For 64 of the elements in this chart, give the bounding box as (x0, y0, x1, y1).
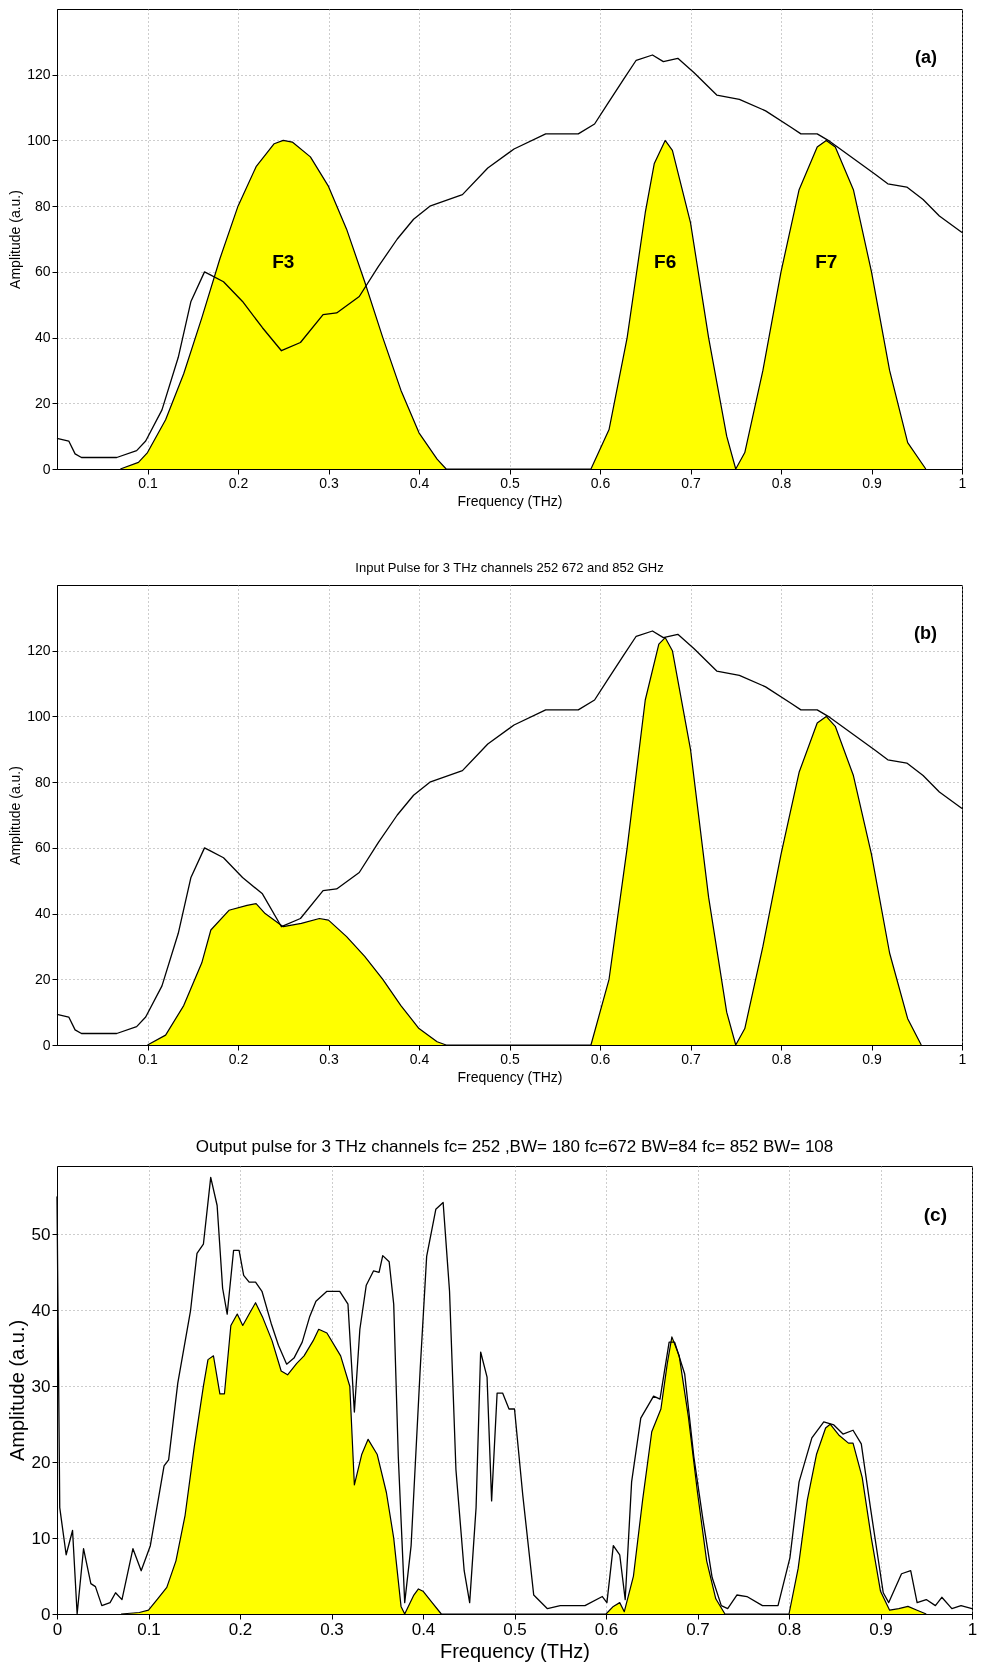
x-tick-label: 0.8 (771, 1050, 792, 1067)
x-tick-label: 0.5 (503, 1619, 527, 1639)
annotation: F6 (654, 251, 677, 272)
x-tick-label: 0.7 (681, 1050, 701, 1067)
y-tick-label: 20 (34, 970, 51, 987)
x-tick-label: 0.1 (138, 1050, 158, 1067)
x-tick-label: 0.3 (319, 474, 339, 491)
x-tick-label: 0.9 (862, 1050, 882, 1067)
x-tick-label: 0.4 (411, 1619, 436, 1639)
x-tick-label: 0.7 (681, 474, 701, 491)
x-tick-label: 1 (958, 1050, 967, 1067)
y-tick-label: 40 (34, 329, 51, 346)
y-tick-label: 20 (31, 1452, 51, 1472)
y-tick-label: 40 (31, 1300, 51, 1320)
x-tick-label: 0.1 (137, 1619, 161, 1639)
x-tick-label: 1 (967, 1619, 978, 1639)
x-tick-label: 0.4 (409, 1050, 430, 1067)
x-tick-label: 0.7 (686, 1619, 710, 1639)
x-tick-label: 0.4 (409, 474, 430, 491)
y-axis-title: Amplitude (a.u.) (7, 190, 24, 289)
x-tick-label: 0.9 (862, 474, 882, 491)
chart-title: Output pulse for 3 THz channels fc= 252 ,BW= 180 fc=672 BW=84 fc= 852 BW= 108 (195, 1137, 834, 1156)
annotation: F7 (815, 251, 838, 272)
x-tick-label: 0.1 (138, 474, 158, 491)
x-axis-title: Frequency (THz) (457, 492, 563, 509)
y-tick-label: 50 (31, 1224, 51, 1244)
x-tick-label: 0.6 (594, 1619, 619, 1639)
x-tick-label: 0.8 (771, 474, 792, 491)
y-tick-label: 120 (27, 642, 51, 659)
annotation: (c) (923, 1204, 947, 1225)
y-tick-label: 0 (42, 460, 51, 477)
chart-title: Input Pulse for 3 THz channels 252 672 and 852 GHz (355, 560, 664, 575)
y-tick-label: 80 (34, 197, 51, 214)
y-tick-label: 120 (27, 66, 51, 83)
y-tick-label: 40 (34, 905, 51, 922)
x-tick-label: 0.5 (500, 474, 520, 491)
y-tick-label: 0 (41, 1604, 51, 1624)
x-tick-label: 0.2 (228, 1050, 249, 1067)
x-tick-label: 0.3 (320, 1619, 344, 1639)
annotation: F3 (272, 251, 295, 272)
x-tick-label: 0.5 (500, 1050, 520, 1067)
x-axis-title: Frequency (THz) (457, 1068, 563, 1085)
x-tick-label: 0.8 (777, 1619, 802, 1639)
x-tick-label: 1 (958, 474, 967, 491)
x-tick-label: 0.2 (228, 1619, 253, 1639)
annotation: (b) (914, 623, 937, 643)
x-axis-title: Frequency (THz) (439, 1639, 591, 1662)
x-tick-label: 0.6 (590, 1050, 611, 1067)
annotation: (a) (915, 47, 937, 67)
y-tick-label: 100 (27, 707, 51, 724)
x-tick-label: 0.2 (228, 474, 249, 491)
y-axis-title: Amplitude (a.u.) (5, 1319, 28, 1462)
y-tick-label: 100 (27, 131, 51, 148)
y-tick-label: 0 (42, 1036, 51, 1053)
x-tick-label: 0.3 (319, 1050, 339, 1067)
y-tick-label: 30 (31, 1376, 51, 1396)
x-tick-label: 0.9 (869, 1619, 893, 1639)
y-tick-label: 60 (34, 839, 51, 856)
y-tick-label: 80 (34, 773, 51, 790)
y-tick-label: 20 (34, 394, 51, 411)
x-tick-label: 0.6 (590, 474, 611, 491)
y-axis-title: Amplitude (a.u.) (7, 766, 24, 865)
y-tick-label: 60 (34, 263, 51, 280)
y-tick-label: 10 (31, 1528, 51, 1548)
